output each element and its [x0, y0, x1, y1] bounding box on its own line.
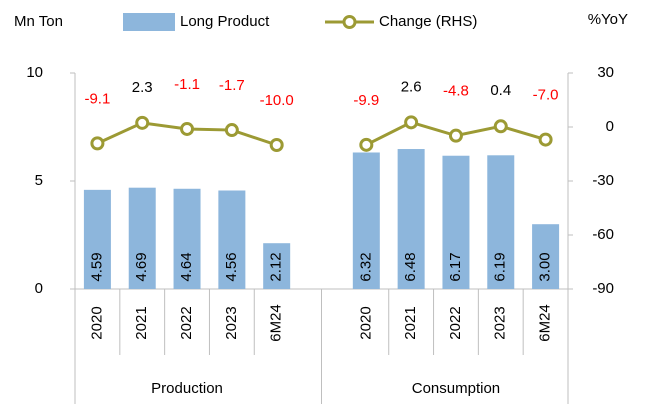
- line-marker: [90, 136, 105, 151]
- y2-tick-label: -90: [592, 280, 614, 297]
- bar-value-label: 6.32: [357, 252, 374, 281]
- bar: [128, 187, 156, 289]
- x-tick-label: 2021: [402, 306, 419, 339]
- y2-tick-label: -60: [592, 226, 614, 243]
- y-axis-label: Mn Ton: [14, 13, 63, 30]
- line-marker: [493, 119, 508, 134]
- bar: [532, 224, 560, 289]
- line-marker: [448, 128, 463, 143]
- line-value-label: -1.1: [174, 76, 200, 93]
- bar: [218, 190, 246, 289]
- bar-value-label: 4.56: [223, 252, 240, 281]
- x-tick-label: 2023: [492, 306, 509, 339]
- line-value-label: -7.0: [533, 87, 559, 104]
- bar: [263, 243, 291, 289]
- bar-value-label: 6.17: [447, 252, 464, 281]
- legend-swatch: [123, 13, 175, 31]
- line-value-label: -9.1: [84, 90, 110, 107]
- line: [96, 120, 547, 147]
- bar: [442, 155, 470, 289]
- x-tick-label: 2020: [357, 306, 374, 339]
- line-marker: [269, 138, 284, 152]
- bar-value-label: 3.00: [537, 252, 554, 281]
- x-tick-label: 2022: [178, 306, 195, 339]
- legend-label: Change (RHS): [379, 13, 477, 30]
- bar-value-label: 4.69: [133, 252, 150, 281]
- y-tick-label: 0: [35, 280, 43, 297]
- bar: [397, 149, 425, 289]
- x-tick-label: 6M24: [268, 304, 285, 342]
- line-value-label: 0.4: [490, 82, 511, 99]
- line-marker: [224, 123, 239, 138]
- y2-tick-label: -30: [592, 172, 614, 189]
- line-marker: [404, 115, 419, 130]
- bar: [173, 188, 201, 289]
- group-label: Production: [151, 380, 223, 397]
- line-value-label: 2.6: [401, 78, 422, 95]
- x-tick-label: 2023: [223, 306, 240, 339]
- line-value-label: -4.8: [443, 83, 469, 100]
- y-tick-label: 10: [26, 64, 43, 81]
- y2-tick-label: 30: [597, 64, 614, 81]
- line-value-label: -9.9: [353, 92, 379, 109]
- y2-tick-label: 0: [606, 118, 614, 135]
- line-marker: [135, 115, 150, 130]
- bar-value-label: 4.59: [88, 252, 105, 281]
- bar-value-label: 6.19: [492, 252, 509, 281]
- bar-value-label: 2.12: [268, 252, 285, 281]
- legend-label: Long Product: [180, 13, 270, 30]
- legend-marker: [342, 15, 357, 29]
- y-tick-label: 5: [35, 172, 43, 189]
- bar-value-label: 4.64: [178, 252, 195, 281]
- line-value-label: 2.3: [132, 79, 153, 96]
- x-tick-label: 2022: [447, 306, 464, 339]
- x-tick-label: 2020: [88, 306, 105, 339]
- bar: [487, 155, 515, 289]
- line-marker: [359, 137, 374, 152]
- bar: [83, 189, 111, 289]
- line-value-label: -10.0: [260, 92, 294, 109]
- x-tick-label: 2021: [133, 306, 150, 339]
- line-marker: [180, 121, 195, 136]
- y2-axis-label: %YoY: [588, 11, 628, 28]
- line-value-label: -1.7: [219, 77, 245, 94]
- bar: [352, 152, 380, 289]
- line-marker: [538, 132, 553, 147]
- bar-value-label: 6.48: [402, 252, 419, 281]
- x-tick-label: 6M24: [537, 304, 554, 342]
- group-label: Consumption: [412, 380, 500, 397]
